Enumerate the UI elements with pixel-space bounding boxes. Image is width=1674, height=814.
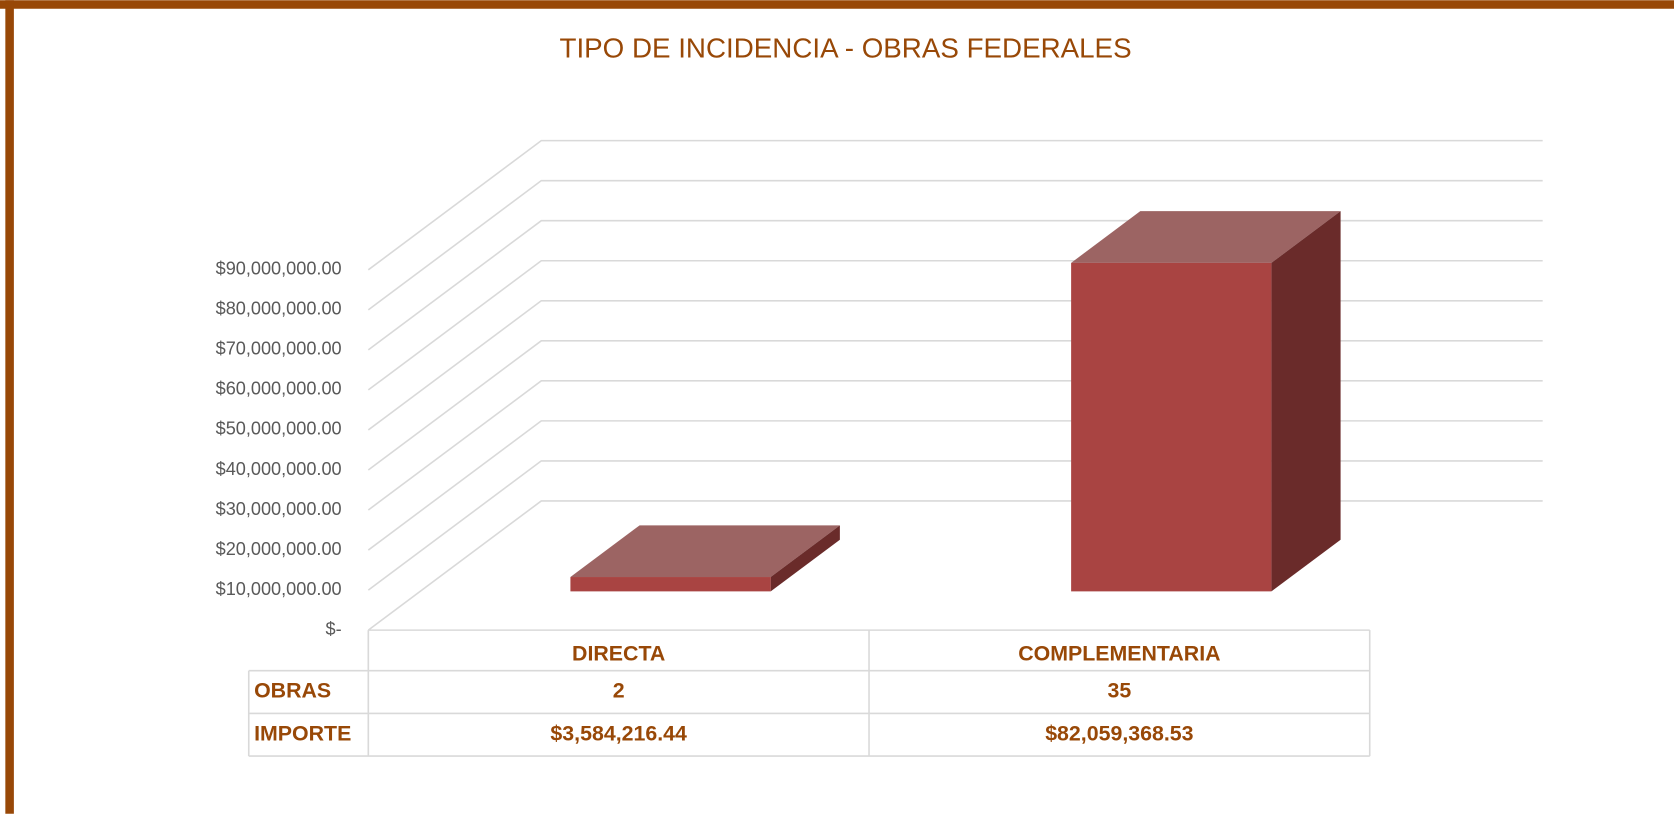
chart-title: TIPO DE INCIDENCIA - OBRAS FEDERALES — [560, 33, 1132, 64]
bar — [570, 577, 771, 592]
bar-top — [1071, 211, 1341, 263]
y-tick-label: $80,000,000.00 — [216, 299, 342, 319]
y-tick-label: $90,000,000.00 — [216, 259, 342, 279]
data-label: $82,059,368.53 — [1045, 721, 1193, 745]
y-tick-label: $70,000,000.00 — [216, 339, 342, 359]
x-tick-label: COMPLEMENTARIA — [1018, 641, 1220, 665]
bar-top — [570, 525, 840, 578]
bars — [570, 211, 1341, 592]
y-tick-label: $40,000,000.00 — [216, 459, 342, 479]
table-cell: 2 — [613, 679, 625, 703]
bar-side — [770, 525, 840, 592]
y-tick-label: $10,000,000.00 — [216, 579, 342, 599]
data-label: $3,584,216.44 — [550, 721, 687, 745]
table-row-label: OBRAS — [254, 679, 331, 703]
x-tick-label: DIRECTA — [572, 641, 665, 665]
table-row-label: IMPORTE — [254, 721, 351, 745]
data-table: DIRECTA COMPLEMENTARIA OBRAS 2 35 IMPORTE $3,5… — [247, 629, 1371, 757]
y-tick-label: $60,000,000.00 — [216, 379, 342, 399]
y-tick-label: $50,000,000.00 — [216, 419, 342, 439]
grid-line — [367, 139, 1543, 271]
table-cell: 35 — [1108, 679, 1132, 703]
y-tick-label: $30,000,000.00 — [216, 499, 342, 519]
bar — [1071, 262, 1272, 592]
grid-line — [367, 179, 1543, 311]
y-tick-label: $- — [326, 619, 342, 639]
bar-side — [1271, 211, 1341, 592]
y-tick-label: $20,000,000.00 — [216, 539, 342, 559]
